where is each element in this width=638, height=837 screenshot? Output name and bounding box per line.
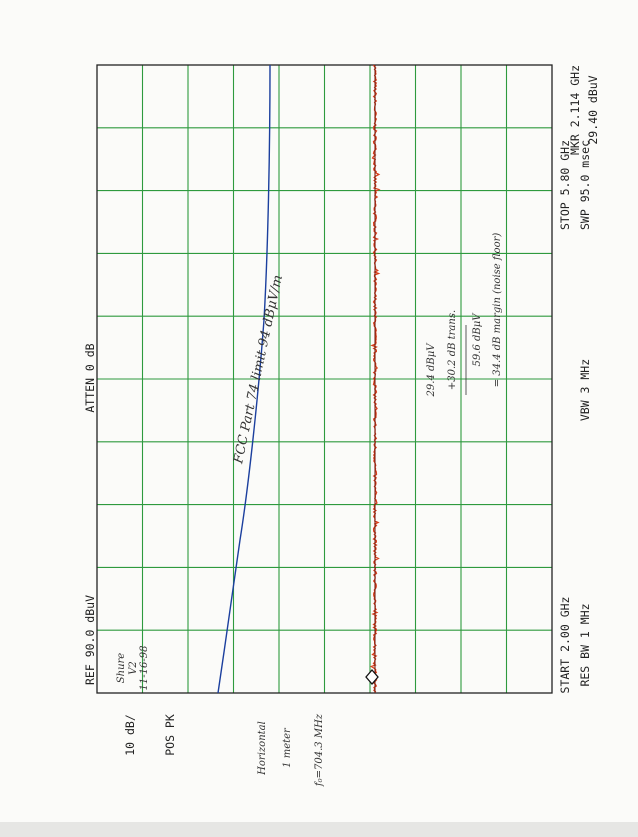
- start-frequency: START 2.00 GHz: [558, 597, 572, 694]
- sweep-time: SWP 95.0 msec: [578, 140, 592, 230]
- ref-level: REF 90.0 dBuV: [83, 595, 97, 685]
- distance: 1 meter: [282, 727, 293, 768]
- grid-border: [96, 64, 553, 694]
- scale: 10 dB/: [123, 714, 137, 756]
- video-bandwidth: VBW 3 MHz: [578, 359, 592, 421]
- resolution-bandwidth: RES BW 1 MHz: [578, 603, 592, 686]
- device-version: V2: [128, 661, 139, 675]
- paper-edge: [0, 822, 638, 837]
- limit-line: [217, 64, 271, 694]
- marker-level: 29.40 dBuV: [586, 75, 600, 144]
- stop-frequency: STOP 5.80 GHz: [558, 140, 572, 230]
- marker: [365, 669, 379, 685]
- margin: = 34.4 dB margin (noise floor): [492, 233, 503, 388]
- grid: [97, 65, 552, 693]
- measured-level: 29.4 dBμV: [426, 342, 437, 398]
- center-frequency: f₀=704.3 MHz: [314, 713, 325, 787]
- field-strength: 59.6 dBμV: [472, 312, 483, 367]
- device-date: 11-16-98: [139, 646, 150, 691]
- detector: POS PK: [163, 714, 177, 756]
- marker-frequency: MKR 2.114 GHz: [568, 65, 582, 155]
- attenuation: ATTEN 0 dB: [83, 343, 97, 412]
- polarization: Horizontal: [257, 721, 268, 776]
- transducer-factor: +30.2 dB trans.: [447, 310, 458, 390]
- noise-trace: [369, 64, 381, 693]
- device-name: Shure: [116, 653, 127, 684]
